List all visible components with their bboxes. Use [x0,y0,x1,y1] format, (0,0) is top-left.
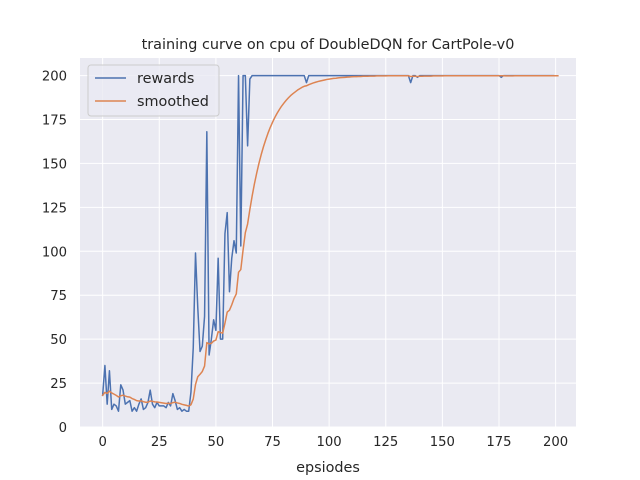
y-tick-label: 50 [50,333,67,348]
grid-lines [80,58,576,428]
y-tick-label: 150 [42,157,67,172]
y-tick-label: 175 [42,114,67,129]
x-tick-label: 100 [317,435,342,450]
legend-label-smoothed: smoothed [137,94,209,110]
series-lines [101,74,559,412]
legend-label-rewards: rewards [137,71,194,87]
y-tick-label: 200 [42,70,67,85]
x-tick-label: 75 [264,435,281,450]
y-tick-labels: 0 25 50 75 100 125 150 175 200 [42,70,67,436]
x-tick-label: 25 [151,435,168,450]
y-tick-label: 25 [50,377,67,392]
series-line-smoothed [101,75,559,407]
y-tick-label: 75 [50,289,67,304]
y-tick-label: 100 [42,245,67,260]
x-tick-label: 200 [543,435,568,450]
x-axis-label: epsiodes [296,460,360,476]
y-tick-label: 0 [59,421,67,436]
x-tick-labels: 0 25 50 75 100 125 150 175 200 [98,435,568,450]
x-tick-label: 0 [98,435,106,450]
x-tick-label: 175 [486,435,511,450]
x-tick-label: 50 [207,435,224,450]
legend: rewards smoothed [87,64,220,117]
chart-title: training curve on cpu of DoubleDQN for C… [142,37,515,53]
x-tick-label: 125 [373,435,398,450]
x-tick-label: 150 [430,435,455,450]
y-tick-label: 125 [42,201,67,216]
